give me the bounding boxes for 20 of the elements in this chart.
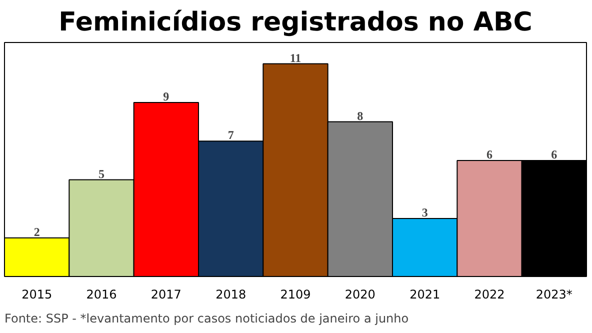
x-tick-label: 2020	[344, 288, 376, 302]
x-tick-label: 2018	[216, 288, 246, 302]
x-tick-label: 2021	[410, 288, 440, 302]
data-label: 3	[422, 205, 428, 220]
x-tick-label: 2015	[22, 288, 52, 302]
data-label: 6	[486, 147, 492, 162]
data-label: 11	[290, 50, 302, 65]
chart-title: Feminicídios registrados no ABC	[58, 8, 532, 38]
data-label: 8	[357, 108, 364, 123]
x-tick-label: 2016	[86, 288, 117, 302]
x-tick-label: 2109	[280, 288, 311, 302]
x-tick-label: 2023*	[536, 288, 572, 302]
data-label: 6	[551, 147, 558, 162]
data-label: 5	[98, 166, 104, 181]
data-label: 9	[163, 89, 170, 104]
x-tick-label: 2022	[474, 288, 505, 302]
x-tick-label: 2017	[150, 288, 182, 302]
source-note: Fonte: SSP - *levantamento por casos noticiados de janeiro a junho	[4, 312, 409, 326]
data-label: 7	[228, 128, 234, 142]
data-label: 2	[34, 224, 40, 239]
